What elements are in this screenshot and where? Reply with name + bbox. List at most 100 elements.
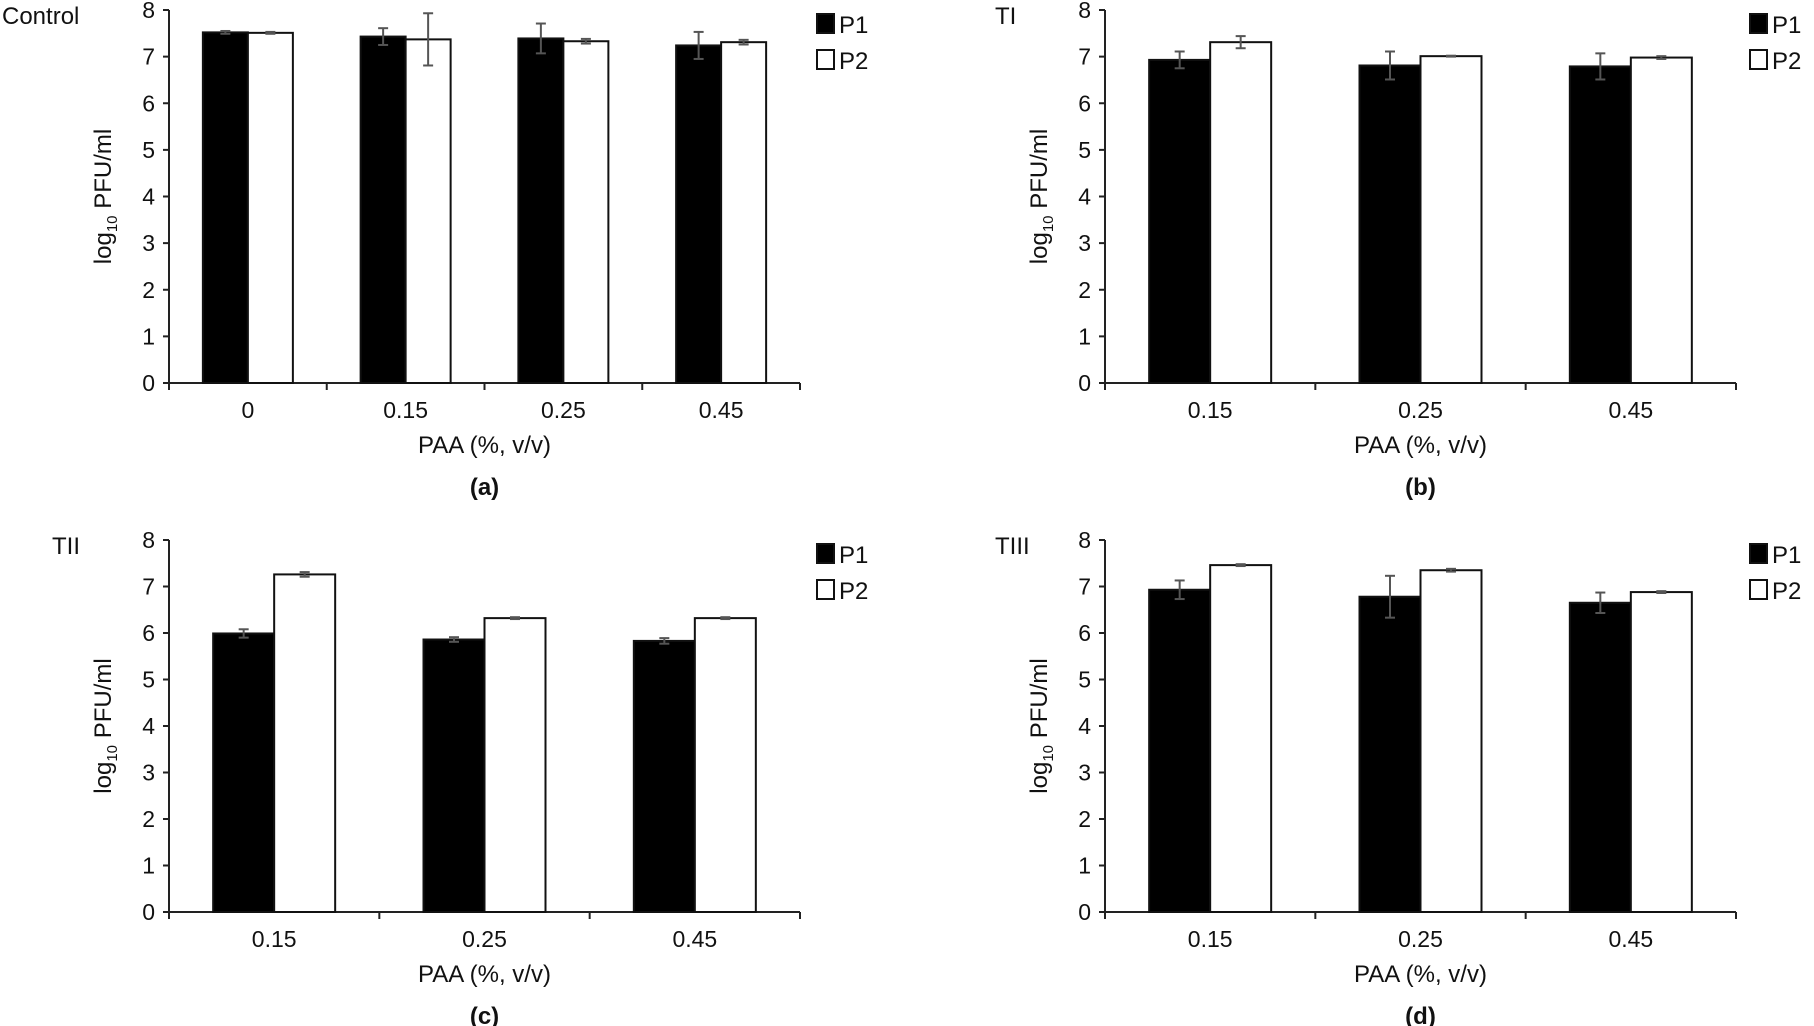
y-tick-label: 6 bbox=[1078, 90, 1091, 116]
y-tick-label: 0 bbox=[1078, 899, 1091, 925]
panel-label: (b) bbox=[1405, 474, 1436, 501]
y-tick-label: 3 bbox=[1078, 760, 1091, 786]
bar-p1 bbox=[632, 639, 696, 914]
x-tick-label: 0.25 bbox=[1398, 397, 1443, 423]
y-tick-label: 2 bbox=[1078, 277, 1091, 303]
bar-p1 bbox=[1148, 58, 1212, 384]
y-tick-label: 2 bbox=[142, 806, 155, 832]
legend-swatch-p2 bbox=[1749, 579, 1768, 600]
bar-p2 bbox=[1629, 591, 1693, 914]
y-tick-label: 0 bbox=[142, 899, 155, 925]
chart-panel-b: 0 1 2 3 4 5 6 7 8 0.15 0.25 0.45 TI log10 PFU/ml PAA (… bbox=[995, 0, 1801, 501]
y-tick-label: 2 bbox=[142, 277, 155, 303]
chart-panel-c: 0 1 2 3 4 5 6 7 8 0.15 0.25 0.45 TII log10 PFU/ml PAA … bbox=[52, 527, 868, 1026]
y-tick-label: 8 bbox=[142, 0, 155, 23]
y-tick-label: 7 bbox=[142, 44, 155, 70]
legend-swatch-p1 bbox=[1749, 13, 1768, 34]
legend-label: P2 bbox=[839, 578, 868, 605]
x-tick-label: 0.15 bbox=[1188, 926, 1233, 952]
x-axis-label: PAA (%, v/v) bbox=[1354, 961, 1487, 988]
bar-p1 bbox=[675, 44, 723, 385]
x-tick-label: 0.45 bbox=[699, 397, 744, 423]
bar-p1 bbox=[422, 638, 486, 913]
y-tick-label: 5 bbox=[1078, 137, 1091, 163]
x-axis-label: PAA (%, v/v) bbox=[418, 432, 551, 459]
y-tick-label: 4 bbox=[142, 184, 155, 210]
bar-p2 bbox=[1209, 564, 1273, 913]
y-tick-label: 1 bbox=[1078, 853, 1091, 879]
y-tick-label: 3 bbox=[1078, 230, 1091, 256]
legend-swatch-p1 bbox=[816, 13, 835, 34]
x-tick-label: 0.45 bbox=[1608, 926, 1653, 952]
bar-p2 bbox=[1209, 41, 1273, 384]
y-axis-label: log10 PFU/ml bbox=[90, 129, 121, 264]
bar-p2 bbox=[693, 617, 757, 913]
y-tick-label: 1 bbox=[142, 853, 155, 879]
x-axis-label: PAA (%, v/v) bbox=[1354, 432, 1487, 459]
y-tick-label: 2 bbox=[1078, 806, 1091, 832]
bar-p1 bbox=[517, 37, 565, 384]
legend-swatch-p1 bbox=[816, 543, 835, 564]
y-tick-label: 5 bbox=[1078, 667, 1091, 693]
bar-p1 bbox=[1358, 595, 1422, 913]
y-tick-label: 3 bbox=[142, 760, 155, 786]
x-tick-label: 0.15 bbox=[1188, 397, 1233, 423]
panel-title: TII bbox=[52, 533, 80, 560]
bar-p1 bbox=[1148, 588, 1212, 913]
y-axis-label: log10 PFU/ml bbox=[90, 658, 121, 793]
x-axis-label: PAA (%, v/v) bbox=[418, 961, 551, 988]
y-tick-label: 8 bbox=[1078, 527, 1091, 553]
bar-p2 bbox=[562, 40, 610, 385]
legend-swatch-p2 bbox=[816, 49, 835, 70]
y-tick-label: 3 bbox=[142, 230, 155, 256]
y-tick-label: 0 bbox=[1078, 370, 1091, 396]
bar-p1 bbox=[1568, 65, 1632, 384]
bar-p1 bbox=[1568, 601, 1632, 914]
y-tick-label: 8 bbox=[142, 527, 155, 553]
y-tick-label: 4 bbox=[142, 713, 155, 739]
bar-p1 bbox=[201, 31, 249, 384]
x-tick-label: 0.45 bbox=[1608, 397, 1653, 423]
y-axis-label: log10 PFU/ml bbox=[1026, 658, 1057, 793]
y-tick-label: 0 bbox=[142, 370, 155, 396]
bar-p2 bbox=[1419, 569, 1483, 913]
y-tick-label: 1 bbox=[142, 323, 155, 349]
panel-title: TI bbox=[995, 3, 1016, 30]
y-tick-label: 4 bbox=[1078, 184, 1091, 210]
legend-swatch-p2 bbox=[1749, 49, 1768, 70]
y-tick-label: 7 bbox=[142, 574, 155, 600]
legend-label: P2 bbox=[839, 48, 868, 75]
x-tick-label: 0.25 bbox=[541, 397, 586, 423]
panel-label: (d) bbox=[1405, 1003, 1436, 1026]
x-tick-label: 0.25 bbox=[462, 926, 507, 952]
bar-p2 bbox=[720, 41, 768, 384]
y-axis-label: log10 PFU/ml bbox=[1026, 129, 1057, 264]
bar-p2 bbox=[483, 617, 547, 913]
bar-p2 bbox=[404, 38, 452, 384]
legend-swatch-p2 bbox=[816, 579, 835, 600]
y-tick-label: 6 bbox=[142, 620, 155, 646]
y-tick-label: 5 bbox=[142, 137, 155, 163]
chart-panel-d: 0 1 2 3 4 5 6 7 8 0.15 0.25 0.45 TIII log10 PFU/ml PAA… bbox=[995, 527, 1801, 1026]
bar-p1 bbox=[1358, 64, 1422, 384]
legend-swatch-p1 bbox=[1749, 543, 1768, 564]
x-tick-label: 0.25 bbox=[1398, 926, 1443, 952]
bar-p2 bbox=[273, 573, 337, 913]
x-tick-label: 0 bbox=[241, 397, 254, 423]
y-tick-label: 1 bbox=[1078, 323, 1091, 349]
bar-p2 bbox=[1629, 56, 1693, 385]
bar-p1 bbox=[359, 35, 407, 384]
panel-title: TIII bbox=[995, 533, 1030, 560]
panel-label: (c) bbox=[470, 1003, 499, 1026]
bar-p2 bbox=[1419, 55, 1483, 384]
legend-label: P1 bbox=[1772, 542, 1801, 569]
chart-panel-a: 0 1 2 3 4 5 6 7 8 0 0.15 0.25 0.45 Control log10 PFU/m… bbox=[2, 0, 868, 501]
legend-label: P1 bbox=[1772, 12, 1801, 39]
x-tick-label: 0.45 bbox=[672, 926, 717, 952]
y-tick-label: 6 bbox=[1078, 620, 1091, 646]
y-tick-label: 7 bbox=[1078, 44, 1091, 70]
legend-label: P1 bbox=[839, 12, 868, 39]
panel-title: Control bbox=[2, 3, 79, 30]
y-tick-label: 8 bbox=[1078, 0, 1091, 23]
